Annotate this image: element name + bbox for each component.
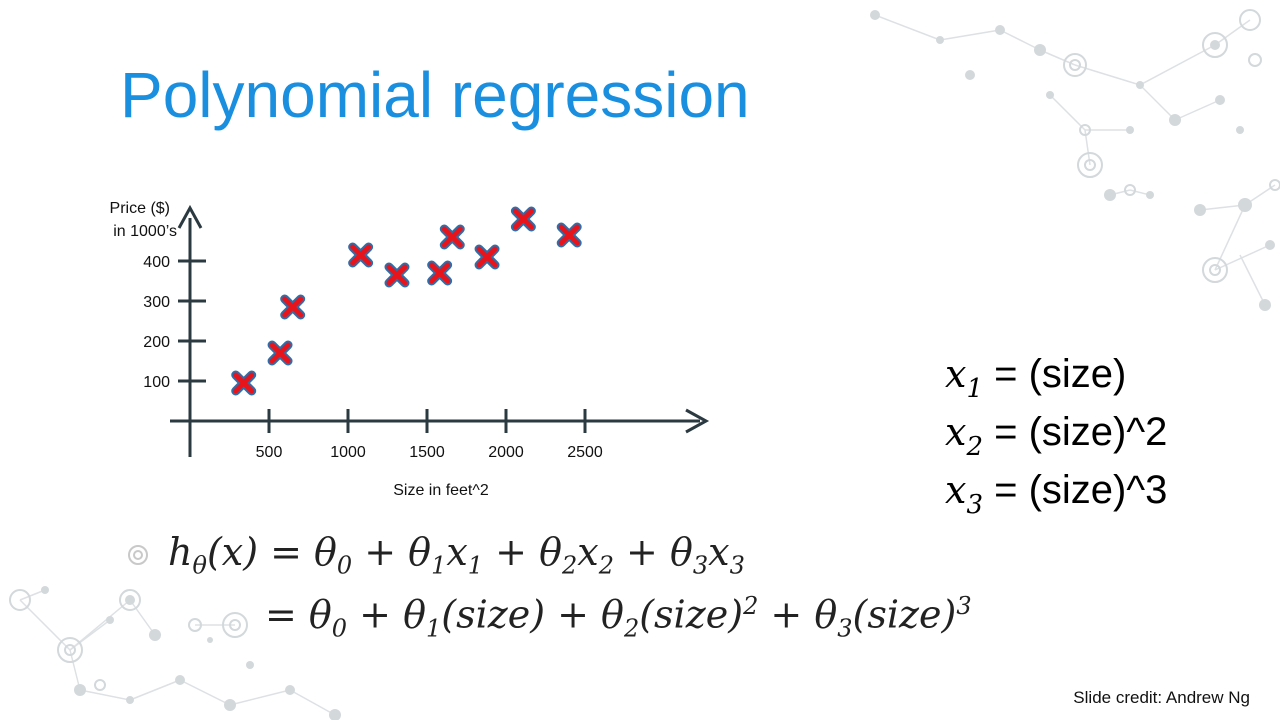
hypothesis-equation-line2: = θ0 + θ1(size) + θ2(size)2 + θ3(size)3 <box>265 592 972 643</box>
feature-rhs: = (size)^2 <box>982 410 1168 454</box>
x-tick-label: 2000 <box>488 444 524 461</box>
data-point-x-marker <box>280 294 306 320</box>
data-point-x-marker <box>510 206 536 232</box>
feature-var: x <box>945 410 967 454</box>
feature-sub: 1 <box>966 374 983 404</box>
feature-sub: 2 <box>966 432 983 462</box>
chart-points <box>231 206 582 396</box>
y-axis-arrow <box>177 204 203 229</box>
y-axis-label-line2: in 1000’s <box>113 223 177 240</box>
chart-axes <box>170 204 710 457</box>
slide-credit: Slide credit: Andrew Ng <box>1073 688 1250 707</box>
feature-var: x <box>945 352 967 396</box>
data-point-x-marker <box>348 242 374 268</box>
data-point-x-marker <box>384 262 410 288</box>
feature-x2: x2 = (size)^2 <box>945 410 1168 462</box>
feature-rhs: = (size)^3 <box>982 468 1168 512</box>
data-point-x-marker <box>267 340 293 366</box>
data-point-x-marker <box>427 260 453 286</box>
x-tick-label: 500 <box>256 444 283 461</box>
feature-var: x <box>945 468 967 512</box>
bullet-icon <box>128 545 148 565</box>
chart-ticks: 500 1000 1500 2000 2500 100 200 300 400 <box>143 254 603 461</box>
x-axis-label: Size in feet^2 <box>393 482 489 499</box>
slide-title: Polynomial regression <box>120 59 750 131</box>
feature-x1: x1 = (size) <box>945 352 1127 404</box>
y-axis-label-line1: Price ($) <box>110 200 170 217</box>
data-point-x-marker <box>439 224 465 250</box>
data-point-x-marker <box>474 244 500 270</box>
feature-rhs: = (size) <box>982 352 1127 396</box>
y-tick-label: 200 <box>143 334 170 351</box>
x-tick-label: 1500 <box>409 444 445 461</box>
y-tick-label: 400 <box>143 254 170 271</box>
x-tick-label: 1000 <box>330 444 366 461</box>
data-point-x-marker <box>556 222 582 248</box>
feature-x3: x3 = (size)^3 <box>945 468 1168 520</box>
feature-sub: 3 <box>966 490 983 520</box>
hypothesis-equation-line1: hθ(x) = θ0 + θ1x1 + θ2x2 + θ3x3 <box>168 530 745 580</box>
x-tick-label: 2500 <box>567 444 603 461</box>
x-axis-arrow <box>685 408 710 434</box>
y-tick-label: 100 <box>143 374 170 391</box>
y-tick-label: 300 <box>143 294 170 311</box>
data-point-x-marker <box>231 370 257 396</box>
